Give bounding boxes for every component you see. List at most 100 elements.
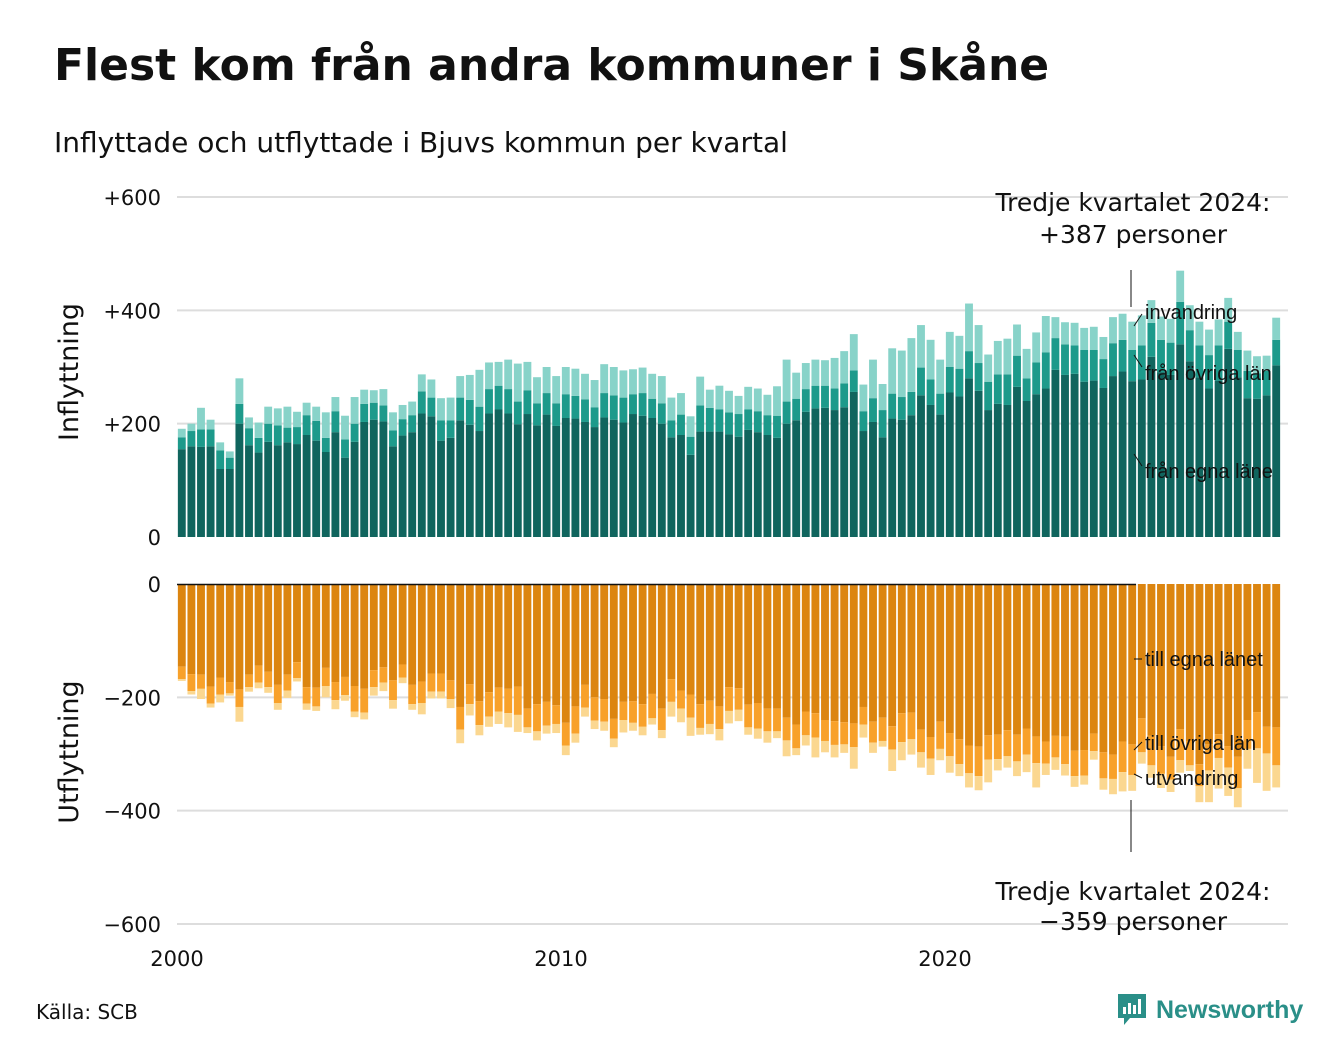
bar-inflow-other-counties [1128, 350, 1137, 382]
bar-inflow-other-counties [965, 351, 973, 379]
bar-outflow-own-county [965, 584, 973, 746]
bar-inflow-own-county [504, 413, 513, 537]
bar-inflow-immigration [571, 368, 580, 396]
bar-inflow-other-counties [552, 403, 561, 426]
bar-inflow-own-county [446, 437, 455, 537]
bar-outflow-own-county [398, 584, 407, 665]
bar-inflow-own-county [667, 437, 676, 537]
bar-outflow-emigration [878, 740, 887, 747]
bar-outflow-own-county [293, 584, 301, 663]
bar-inflow-immigration [1253, 356, 1261, 374]
bar-outflow-emigration [686, 717, 695, 736]
bar-inflow-other-counties [1099, 359, 1108, 388]
bar-inflow-other-counties [715, 409, 724, 432]
bar-inflow-own-county [869, 421, 877, 537]
bar-inflow-other-counties [494, 385, 503, 410]
bar-outflow-own-county [581, 584, 589, 685]
bar-inflow-other-counties [1013, 355, 1021, 387]
bar-inflow-own-county [1166, 374, 1175, 537]
bar-inflow-other-counties [293, 427, 301, 445]
bar-inflow-own-county [1185, 361, 1194, 537]
bar-inflow-other-counties [609, 395, 618, 420]
bar-inflow-own-county [945, 392, 954, 537]
bar-inflow-immigration [1032, 332, 1041, 363]
bar-inflow-own-county [1195, 377, 1204, 537]
bar-inflow-immigration [427, 379, 436, 398]
bar-outflow-emigration [456, 729, 465, 744]
bar-outflow-own-county [369, 584, 378, 671]
bar-outflow-own-county [379, 584, 388, 668]
bar-outflow-own-county [1166, 584, 1175, 757]
inflow-bars [177, 270, 1281, 537]
bar-outflow-own-county [869, 584, 877, 722]
series-leader-till-ovriga-lan [1133, 741, 1143, 751]
bar-outflow-own-county [705, 584, 714, 701]
bar-inflow-immigration [1233, 331, 1242, 350]
bar-inflow-own-county [273, 445, 282, 537]
series-labels: invandring från övriga län från egna län… [1133, 302, 1273, 790]
bar-inflow-other-counties [408, 415, 417, 433]
bar-outflow-emigration [312, 706, 321, 711]
bar-inflow-other-counties [917, 367, 925, 396]
bar-outflow-own-county [590, 584, 599, 698]
bar-inflow-immigration [677, 393, 685, 415]
bar-outflow-other-counties [273, 684, 282, 703]
bar-inflow-own-county [705, 431, 714, 537]
bar-outflow-own-county [1224, 584, 1233, 747]
bar-inflow-other-counties [197, 429, 205, 447]
bar-outflow-emigration [725, 710, 733, 724]
bar-outflow-own-county [494, 584, 503, 688]
bar-inflow-other-counties [235, 403, 244, 424]
bar-outflow-other-counties [552, 705, 561, 724]
bar-inflow-immigration [705, 389, 714, 408]
bar-outflow-own-county [504, 584, 513, 689]
y-tick-label-inflow: +200 [103, 413, 161, 437]
bar-outflow-other-counties [533, 704, 541, 732]
bar-outflow-own-county [1185, 584, 1194, 741]
bar-outflow-other-counties [993, 734, 1002, 760]
bar-inflow-other-counties [254, 437, 263, 453]
bar-inflow-other-counties [1176, 301, 1185, 345]
bar-inflow-other-counties [1157, 339, 1165, 373]
bar-outflow-other-counties [725, 687, 733, 711]
bar-inflow-other-counties [926, 379, 935, 405]
bar-inflow-other-counties [1253, 373, 1261, 399]
bar-outflow-own-county [926, 584, 935, 737]
bar-inflow-other-counties [1224, 321, 1233, 349]
bar-inflow-other-counties [888, 393, 897, 419]
bar-inflow-immigration [1022, 348, 1031, 379]
bar-inflow-immigration [177, 428, 186, 438]
bar-outflow-other-counties [245, 674, 253, 688]
bar-outflow-other-counties [782, 717, 791, 741]
bar-inflow-other-counties [869, 398, 877, 422]
bar-inflow-immigration [475, 369, 484, 407]
bar-outflow-other-counties [638, 704, 647, 727]
bar-inflow-other-counties [936, 393, 945, 415]
bar-inflow-immigration [187, 423, 196, 432]
bar-inflow-own-county [533, 425, 541, 537]
bar-outflow-own-county [715, 584, 724, 707]
bar-inflow-other-counties [312, 420, 321, 441]
bar-inflow-other-counties [840, 383, 849, 408]
newsworthy-logo-icon [1118, 994, 1146, 1025]
bar-inflow-other-counties [1003, 374, 1012, 405]
bar-outflow-emigration [177, 679, 186, 681]
bar-outflow-other-counties [571, 706, 580, 734]
bar-inflow-immigration [513, 363, 522, 402]
bar-outflow-other-counties [417, 681, 426, 703]
bar-outflow-emigration [753, 728, 762, 739]
bar-inflow-other-counties [657, 403, 666, 424]
bar-outflow-other-counties [1195, 764, 1204, 787]
bar-inflow-immigration [283, 406, 292, 428]
bar-outflow-other-counties [657, 708, 666, 731]
bar-outflow-own-county [725, 584, 733, 688]
bar-inflow-immigration [581, 373, 589, 400]
bar-inflow-immigration [302, 402, 311, 416]
bar-outflow-other-counties [312, 687, 321, 707]
bar-outflow-emigration [427, 691, 436, 699]
bar-inflow-other-counties [1051, 338, 1060, 370]
bar-outflow-emigration [485, 716, 493, 727]
bar-outflow-emigration [581, 707, 589, 717]
brand-name: Newsworthy [1156, 995, 1304, 1024]
bar-inflow-immigration [984, 354, 993, 382]
